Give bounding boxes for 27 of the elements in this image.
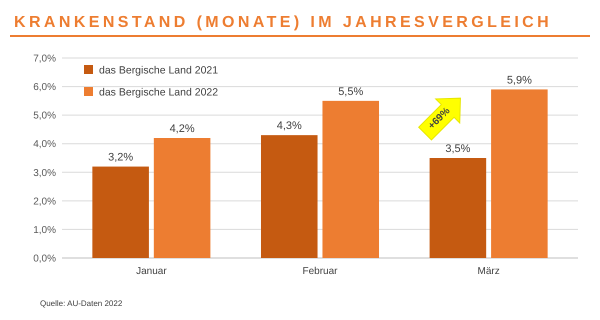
legend-label: das Bergische Land 2021 — [99, 64, 218, 77]
bar — [260, 135, 318, 258]
y-tick-label: 6,0% — [33, 82, 56, 94]
bar — [491, 89, 548, 258]
x-tick-label: Januar — [136, 266, 168, 277]
bar — [154, 138, 210, 258]
bar — [92, 166, 149, 258]
x-tick-label: Februar — [302, 266, 338, 277]
y-tick-label: 2,0% — [33, 196, 56, 208]
x-tick-label: März — [478, 266, 500, 277]
y-tick-label: 3,0% — [33, 168, 56, 179]
bar — [430, 158, 486, 258]
data-label: 3,2% — [108, 152, 134, 164]
chart-title: KRANKENSTAND (MONATE) IM JAHRESVERGLEICH — [14, 14, 552, 31]
data-label: 4,2% — [170, 123, 195, 135]
legend-label: das Bergische Land 2022 — [99, 86, 218, 99]
y-tick-label: 4,0% — [33, 139, 56, 150]
bar — [322, 100, 380, 258]
y-tick-label: 1,0% — [33, 224, 56, 236]
y-tick-label: 7,0% — [33, 54, 56, 64]
source-note: Quelle: AU-Daten 2022 — [40, 299, 123, 308]
data-label: 5,5% — [338, 86, 364, 98]
y-tick-label: 5,0% — [33, 110, 56, 122]
data-label: 4,3% — [276, 120, 302, 132]
data-label: 3,5% — [445, 143, 471, 155]
y-tick-label: 0,0% — [33, 254, 56, 264]
data-label: 5,9% — [506, 74, 532, 86]
